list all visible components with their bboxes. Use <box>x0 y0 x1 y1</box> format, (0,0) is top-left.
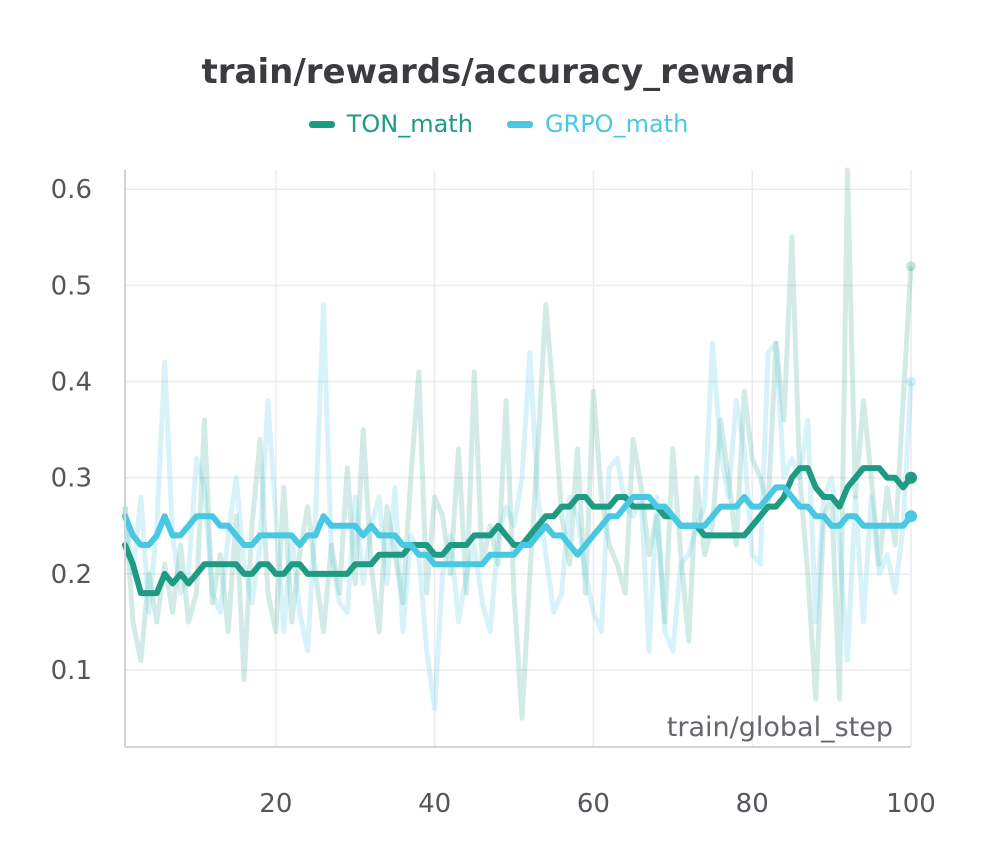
raw-series-lines <box>122 167 914 721</box>
legend-label-ton-math: TON_math <box>346 110 473 138</box>
x-tick-labels: 20 40 60 80 100 <box>259 789 936 819</box>
raw-end-point-ton-math <box>906 261 916 272</box>
chart-title: train/rewards/accuracy_reward <box>201 52 796 92</box>
series-end-markers <box>905 261 917 523</box>
y-tick-label-1: 0.2 <box>51 560 92 590</box>
legend-item-ton-math[interactable]: TON_math <box>308 110 473 138</box>
y-tick-labels: 0.1 0.2 0.3 0.4 0.5 0.6 <box>51 175 92 686</box>
legend-item-grpo-math[interactable]: GRPO_math <box>506 110 689 138</box>
x-tick-label-4: 100 <box>886 789 936 819</box>
legend: TON_math GRPO_math <box>0 110 997 138</box>
legend-swatch-ton-math <box>308 120 335 128</box>
x-tick-label-1: 40 <box>418 789 451 819</box>
x-tick-label-3: 80 <box>736 789 769 819</box>
series-line-grpo-math <box>122 484 914 568</box>
legend-label-grpo-math: GRPO_math <box>544 110 689 138</box>
x-tick-label-0: 20 <box>259 789 292 819</box>
y-tick-label-5: 0.6 <box>51 175 92 205</box>
y-tick-label-3: 0.4 <box>51 368 92 398</box>
grid-lines <box>125 170 912 747</box>
legend-swatch-grpo-math <box>506 120 533 128</box>
series-line-ton-math <box>122 465 914 597</box>
x-tick-label-2: 60 <box>577 789 610 819</box>
axes <box>124 170 911 748</box>
raw-line-ton-math <box>122 167 914 721</box>
end-point-grpo-math <box>905 510 917 523</box>
y-tick-label-0: 0.1 <box>51 656 92 686</box>
x-axis-label: train/global_step <box>667 712 893 743</box>
y-tick-label-4: 0.5 <box>51 271 92 301</box>
raw-end-point-grpo-math <box>906 376 916 387</box>
smoothed-series-lines <box>122 465 914 597</box>
raw-line-grpo-math <box>122 302 914 711</box>
y-tick-label-2: 0.3 <box>51 464 92 494</box>
end-point-ton-math <box>905 471 917 484</box>
